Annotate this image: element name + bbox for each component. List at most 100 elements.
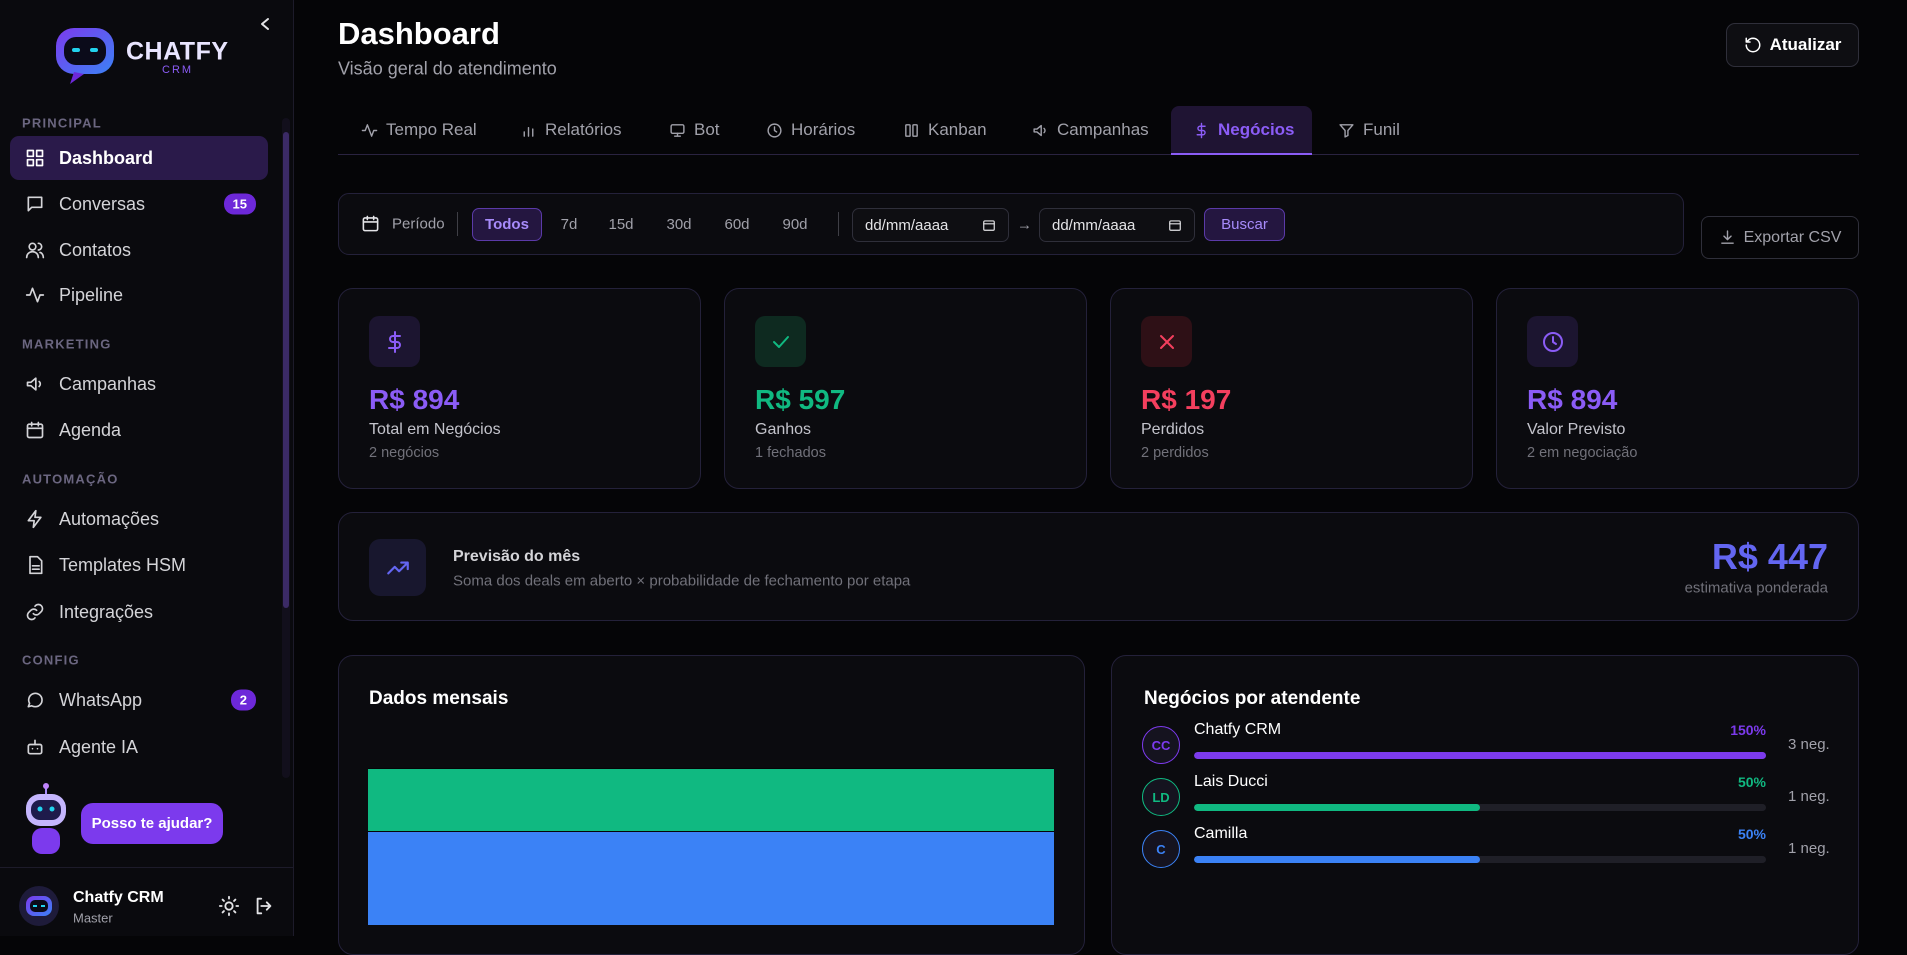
logo-name: CHATFY	[126, 37, 229, 66]
period-option[interactable]: Todos	[472, 208, 542, 241]
nav-item[interactable]: Agente IA	[10, 725, 268, 769]
filter-bar	[338, 193, 1684, 255]
nav-label: Pipeline	[59, 284, 124, 305]
refresh-button[interactable]: Atualizar	[1726, 23, 1859, 67]
nav-label: Automações	[59, 508, 160, 529]
period-option[interactable]: 7d	[560, 216, 578, 233]
stat-label: Perdidos	[1141, 421, 1205, 438]
stat-value: R$ 894	[369, 384, 460, 415]
agents-list: CC Chatfy CRM 150% 3 neg. LD Lais Ducci 50% 1 n…	[1111, 655, 1859, 936]
stat-note: 2 negócios	[369, 445, 440, 461]
card-title: Negócios por atendente	[1144, 688, 1361, 709]
tab[interactable]: Horários	[766, 106, 855, 154]
tab[interactable]: Tempo Real	[361, 106, 477, 154]
export-button[interactable]: Exportar CSV	[1701, 216, 1859, 259]
tabs-divider	[338, 154, 1859, 155]
period-option[interactable]: 60d	[724, 216, 750, 233]
stat-label: Total em Negócios	[369, 421, 501, 438]
tab-label: Bot	[694, 120, 720, 139]
stat-card: R$ 894 Valor Previsto 2 em negociação	[1496, 288, 1859, 489]
footer-divider	[0, 867, 293, 868]
tab[interactable]: Campanhas	[1032, 106, 1149, 154]
progress-track	[1194, 856, 1766, 863]
scroll-thumb[interactable]	[283, 132, 289, 608]
stat-note: 2 em negociação	[1527, 445, 1638, 461]
stat-icon	[369, 316, 420, 367]
bar-segment	[368, 831, 1054, 925]
tab[interactable]: Relatórios	[520, 106, 622, 154]
stat-icon	[1527, 316, 1578, 367]
nav-item[interactable]: Integrações	[10, 590, 268, 634]
sidebar: CHATFY CRM PRINCIPAL Dashboard Conversas…	[0, 0, 294, 936]
logo-robot	[56, 28, 114, 84]
stat-note: 2 perdidos	[1141, 445, 1209, 461]
user-role: Master	[73, 910, 113, 926]
period-option[interactable]: 30d	[666, 216, 692, 233]
period-option[interactable]: 90d	[782, 216, 808, 233]
stat-label: Valor Previsto	[1527, 421, 1626, 438]
section-title: MARKETING	[22, 336, 112, 352]
date-from-input[interactable]: dd/mm/aaaa	[852, 208, 1009, 242]
nav-item[interactable]: Campanhas	[10, 362, 268, 406]
forecast-icon	[369, 539, 426, 596]
nav-label: Dashboard	[59, 147, 154, 168]
progress-track	[1194, 804, 1766, 811]
tab[interactable]: Kanban	[903, 106, 987, 154]
agent-name: Lais Ducci	[1194, 773, 1268, 790]
section-title: AUTOMAÇÃO	[22, 471, 119, 487]
nav-item[interactable]: WhatsApp 2	[10, 678, 268, 722]
progress-track	[1194, 752, 1766, 759]
section-title: CONFIG	[22, 652, 80, 668]
bar-segment	[368, 768, 1054, 832]
tab-label: Campanhas	[1057, 120, 1149, 139]
logo-sub: CRM	[162, 64, 194, 76]
agent-share-label: 50%	[1737, 826, 1766, 842]
nav-item[interactable]: Conversas 15	[10, 182, 268, 226]
logout-button[interactable]	[253, 895, 275, 917]
agent-avatar: CC	[1142, 726, 1180, 764]
nav-item[interactable]: Agenda	[10, 408, 268, 452]
nav-item[interactable]: Contatos	[10, 228, 268, 272]
active-tab-bg	[1171, 106, 1312, 155]
help-robot	[26, 783, 66, 854]
search-button[interactable]: Buscar	[1204, 208, 1285, 241]
tab[interactable]: Bot	[669, 106, 720, 154]
date-arrow: →	[1017, 216, 1032, 234]
help-button[interactable]: Posso te ajudar?	[81, 803, 223, 844]
tab[interactable]: Funil	[1338, 106, 1400, 154]
export-label: Exportar CSV	[1743, 228, 1842, 246]
date-to-input[interactable]: dd/mm/aaaa	[1039, 208, 1195, 242]
collapse-button[interactable]	[258, 16, 272, 32]
agent-deals: 1 neg.	[1788, 788, 1830, 805]
nav-item[interactable]: Dashboard	[10, 136, 268, 180]
progress-fill	[1194, 856, 1480, 863]
nav-label: Agenda	[59, 419, 122, 440]
progress-fill	[1194, 804, 1480, 811]
section-title: PRINCIPAL	[22, 115, 102, 131]
tab[interactable]: Negócios	[1193, 106, 1295, 154]
help-text: Posso te ajudar?	[91, 815, 213, 832]
forecast-value: R$ 447	[1711, 536, 1828, 577]
nav-item[interactable]: Templates HSM	[10, 543, 268, 587]
tab-label: Horários	[791, 120, 856, 139]
nav-item[interactable]: Automações	[10, 497, 268, 541]
forecast-card: Previsão do mês Soma dos deals em aberto…	[338, 512, 1859, 621]
stat-card: R$ 597 Ganhos 1 fechados	[724, 288, 1087, 489]
stat-value: R$ 894	[1527, 384, 1618, 415]
date-placeholder: dd/mm/aaaa	[1052, 216, 1136, 234]
nav-label: Contatos	[59, 239, 132, 260]
agent-avatar: LD	[1142, 778, 1180, 816]
nav-badge: 15	[223, 193, 256, 215]
nav-item[interactable]: Pipeline	[10, 273, 268, 317]
agent-name: Chatfy CRM	[1194, 721, 1282, 738]
user-avatar	[19, 886, 59, 926]
theme-toggle[interactable]	[218, 895, 240, 917]
agent-share-label: 150%	[1730, 722, 1766, 738]
period-option[interactable]: 15d	[608, 216, 634, 233]
agent-name: Camilla	[1194, 825, 1248, 842]
page-title: Dashboard	[338, 16, 500, 51]
tab-label: Tempo Real	[386, 120, 477, 139]
forecast-description: Soma dos deals em aberto × probabilidade…	[453, 572, 911, 590]
monthly-chart	[368, 700, 1054, 925]
